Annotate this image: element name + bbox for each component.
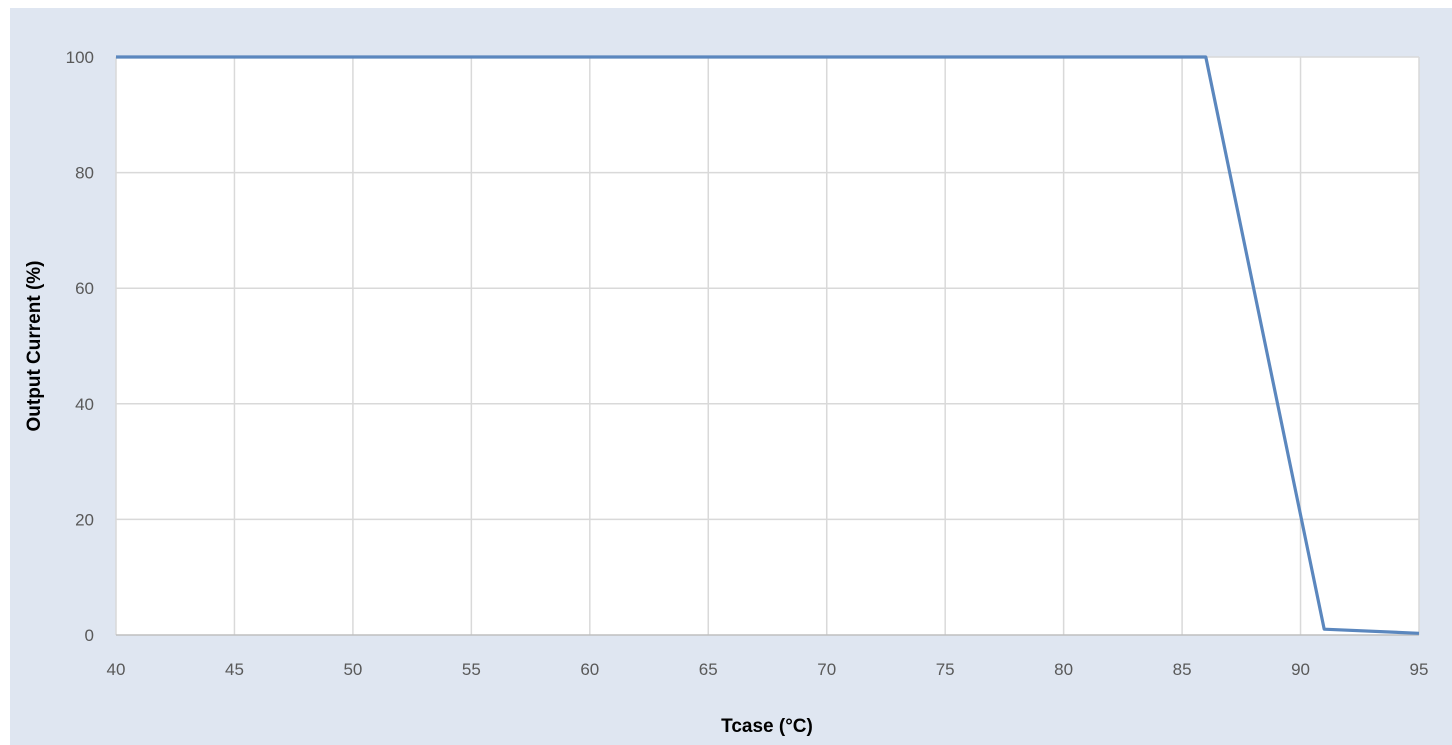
plot-area xyxy=(116,57,1419,635)
y-tick-label: 0 xyxy=(85,626,94,645)
y-axis-title: Output Current (%) xyxy=(24,261,45,432)
x-tick-label: 50 xyxy=(343,660,362,679)
y-tick-label: 80 xyxy=(75,164,94,183)
x-tick-label: 95 xyxy=(1410,660,1429,679)
x-axis-title: Tcase (°C) xyxy=(721,716,813,737)
y-tick-label: 20 xyxy=(75,510,94,529)
y-tick-label: 60 xyxy=(75,279,94,298)
x-tick-label: 60 xyxy=(580,660,599,679)
x-tick-labels: 40 45 50 55 60 65 70 75 80 85 90 95 xyxy=(107,660,1429,679)
x-tick-label: 90 xyxy=(1291,660,1310,679)
x-tick-label: 70 xyxy=(817,660,836,679)
x-tick-label: 55 xyxy=(462,660,481,679)
y-tick-label: 40 xyxy=(75,395,94,414)
x-tick-label: 80 xyxy=(1054,660,1073,679)
x-tick-label: 85 xyxy=(1173,660,1192,679)
x-tick-label: 75 xyxy=(936,660,955,679)
series-line xyxy=(116,55,1420,635)
x-tick-label: 65 xyxy=(699,660,718,679)
y-tick-labels: 0 20 40 60 80 100 xyxy=(66,48,94,645)
x-tick-label: 45 xyxy=(225,660,244,679)
series-layer xyxy=(116,55,1420,635)
x-tick-label: 40 xyxy=(107,660,126,679)
y-tick-label: 100 xyxy=(66,48,94,67)
